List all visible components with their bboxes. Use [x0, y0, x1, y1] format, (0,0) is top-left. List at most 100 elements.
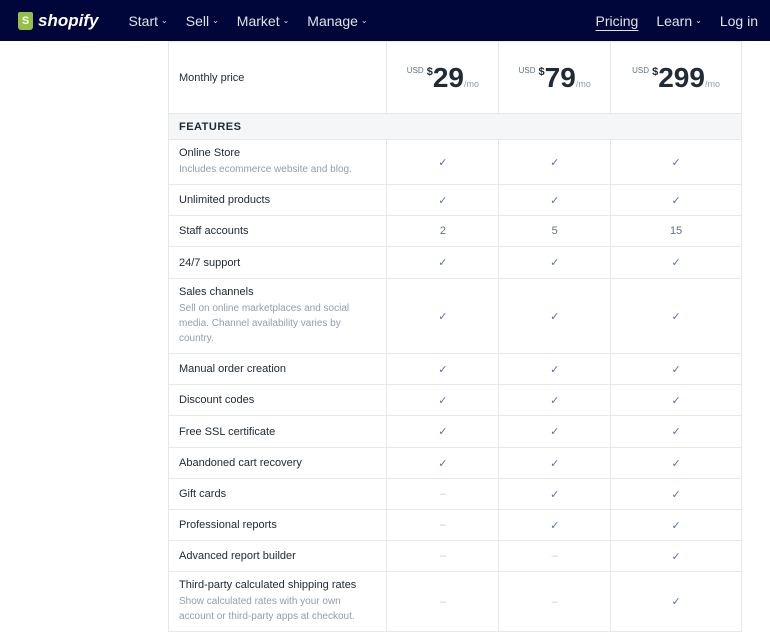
- feature-row: Unlimited products ✓ ✓ ✓: [167, 184, 742, 216]
- feature-cell: 24/7 support: [167, 246, 388, 279]
- feature-row: Discount codes ✓ ✓ ✓: [167, 384, 742, 416]
- feature-row: Free SSL certificate ✓ ✓ ✓: [167, 415, 742, 448]
- checkmark-icon: ✓: [610, 246, 742, 279]
- currency-symbol: $: [652, 65, 659, 78]
- checkmark-icon: ✓: [498, 353, 612, 385]
- checkmark-icon: ✓: [610, 447, 742, 479]
- price-period: /mo: [575, 78, 591, 89]
- feature-row: 24/7 support ✓ ✓ ✓: [167, 246, 742, 279]
- nav-pricing[interactable]: Pricing: [595, 12, 639, 29]
- pricing-comparison-table: Monthly price USD $29/mo USD $79/mo USD …: [167, 41, 742, 632]
- checkmark-icon: ✓: [498, 478, 612, 510]
- currency: USD: [632, 65, 650, 75]
- checkmark-icon: ✓: [386, 353, 500, 385]
- currency-symbol: $: [426, 65, 433, 78]
- feature-row: Third-party calculated shipping rates Sho…: [167, 571, 742, 632]
- checkmark-icon: ✓: [498, 509, 612, 541]
- feature-cell: Unlimited products: [167, 184, 388, 216]
- not-included-dash: –: [386, 509, 500, 541]
- price-amount: 299: [658, 61, 705, 93]
- feature-row: Gift cards – ✓ ✓: [167, 478, 742, 510]
- feature-row: Professional reports – ✓ ✓: [167, 509, 742, 541]
- feature-row: Online Store Includes ecommerce website a…: [167, 139, 742, 185]
- chevron-down-icon: ⌄: [695, 16, 702, 25]
- feature-cell: Third-party calculated shipping rates Sho…: [167, 571, 388, 632]
- nav-label: Sell: [185, 12, 210, 29]
- feature-description: Show calculated rates with your own acco…: [179, 596, 355, 622]
- not-included-dash: –: [386, 540, 500, 572]
- plan-price: USD $29/mo: [386, 41, 500, 114]
- currency-symbol: $: [538, 65, 545, 78]
- feature-name: Unlimited products: [179, 194, 271, 206]
- feature-row: Staff accounts 2 5 15: [167, 215, 742, 247]
- checkmark-icon: ✓: [498, 139, 612, 185]
- feature-name: Online Store: [179, 147, 241, 159]
- feature-cell: Gift cards: [167, 478, 388, 510]
- price-row: Monthly price USD $29/mo USD $79/mo USD …: [167, 41, 742, 114]
- checkmark-icon: ✓: [498, 415, 612, 448]
- checkmark-icon: ✓: [610, 353, 742, 385]
- feature-name: Gift cards: [179, 488, 227, 500]
- checkmark-icon: ✓: [498, 447, 612, 479]
- chevron-down-icon: ⌄: [282, 16, 290, 25]
- checkmark-icon: ✓: [386, 278, 500, 354]
- features-header-row: FEATURES: [168, 113, 742, 140]
- checkmark-icon: ✓: [610, 478, 742, 510]
- checkmark-icon: ✓: [610, 540, 742, 572]
- checkmark-icon: ✓: [610, 139, 742, 185]
- feature-value: 15: [610, 215, 742, 247]
- price-amount: 29: [432, 61, 464, 93]
- plan-price: USD $299/mo: [610, 41, 742, 114]
- nav-market[interactable]: Market ⌄: [237, 13, 290, 29]
- currency: USD: [518, 65, 536, 75]
- feature-row: Abandoned cart recovery ✓ ✓ ✓: [167, 447, 742, 479]
- not-included-dash: –: [498, 540, 612, 572]
- nav-start[interactable]: Start ⌄: [128, 13, 167, 29]
- chevron-down-icon: ⌄: [360, 16, 368, 25]
- nav-label: Learn: [656, 12, 693, 29]
- feature-cell: Abandoned cart recovery: [167, 447, 388, 479]
- nav-learn[interactable]: Learn ⌄: [656, 13, 702, 29]
- checkmark-icon: ✓: [386, 246, 500, 279]
- price-period: /mo: [704, 78, 720, 89]
- brand-name: shopify: [38, 10, 99, 30]
- feature-cell: Free SSL certificate: [167, 415, 388, 448]
- nav-sell[interactable]: Sell ⌄: [186, 13, 219, 29]
- feature-name: Discount codes: [179, 394, 255, 406]
- feature-cell: Online Store Includes ecommerce website a…: [167, 139, 388, 185]
- chevron-down-icon: ⌄: [212, 16, 219, 25]
- checkmark-icon: ✓: [386, 139, 500, 185]
- nav-manage[interactable]: Manage ⌄: [307, 13, 367, 29]
- checkmark-icon: ✓: [386, 184, 500, 216]
- checkmark-icon: ✓: [386, 415, 500, 448]
- checkmark-icon: ✓: [610, 184, 742, 216]
- feature-cell: Professional reports: [167, 509, 388, 541]
- nav-label: Manage: [307, 12, 358, 29]
- checkmark-icon: ✓: [610, 278, 742, 354]
- feature-name: Abandoned cart recovery: [179, 457, 302, 469]
- feature-name: Manual order creation: [179, 363, 287, 375]
- checkmark-icon: ✓: [498, 246, 612, 279]
- not-included-dash: –: [386, 478, 500, 510]
- feature-cell: Sales channels Sell on online marketplace…: [167, 278, 388, 354]
- feature-row: Manual order creation ✓ ✓ ✓: [167, 353, 742, 385]
- shopping-bag-icon: S: [18, 11, 33, 30]
- price-amount: 79: [544, 61, 576, 93]
- checkmark-icon: ✓: [498, 384, 612, 416]
- checkmark-icon: ✓: [610, 415, 742, 448]
- checkmark-icon: ✓: [610, 509, 742, 541]
- checkmark-icon: ✓: [610, 384, 742, 416]
- price-period: /mo: [463, 78, 479, 89]
- plan-price: USD $79/mo: [498, 41, 612, 114]
- feature-description: Sell on online marketplaces and social m…: [179, 303, 350, 344]
- feature-description: Includes ecommerce website and blog.: [179, 164, 352, 175]
- feature-name: Sales channels: [179, 286, 254, 298]
- feature-value: 5: [498, 215, 612, 247]
- checkmark-icon: ✓: [498, 184, 612, 216]
- nav-login[interactable]: Log in: [719, 12, 758, 29]
- currency: USD: [406, 65, 424, 75]
- checkmark-icon: ✓: [498, 278, 612, 354]
- feature-value: 2: [386, 215, 500, 247]
- feature-cell: Staff accounts: [167, 215, 388, 247]
